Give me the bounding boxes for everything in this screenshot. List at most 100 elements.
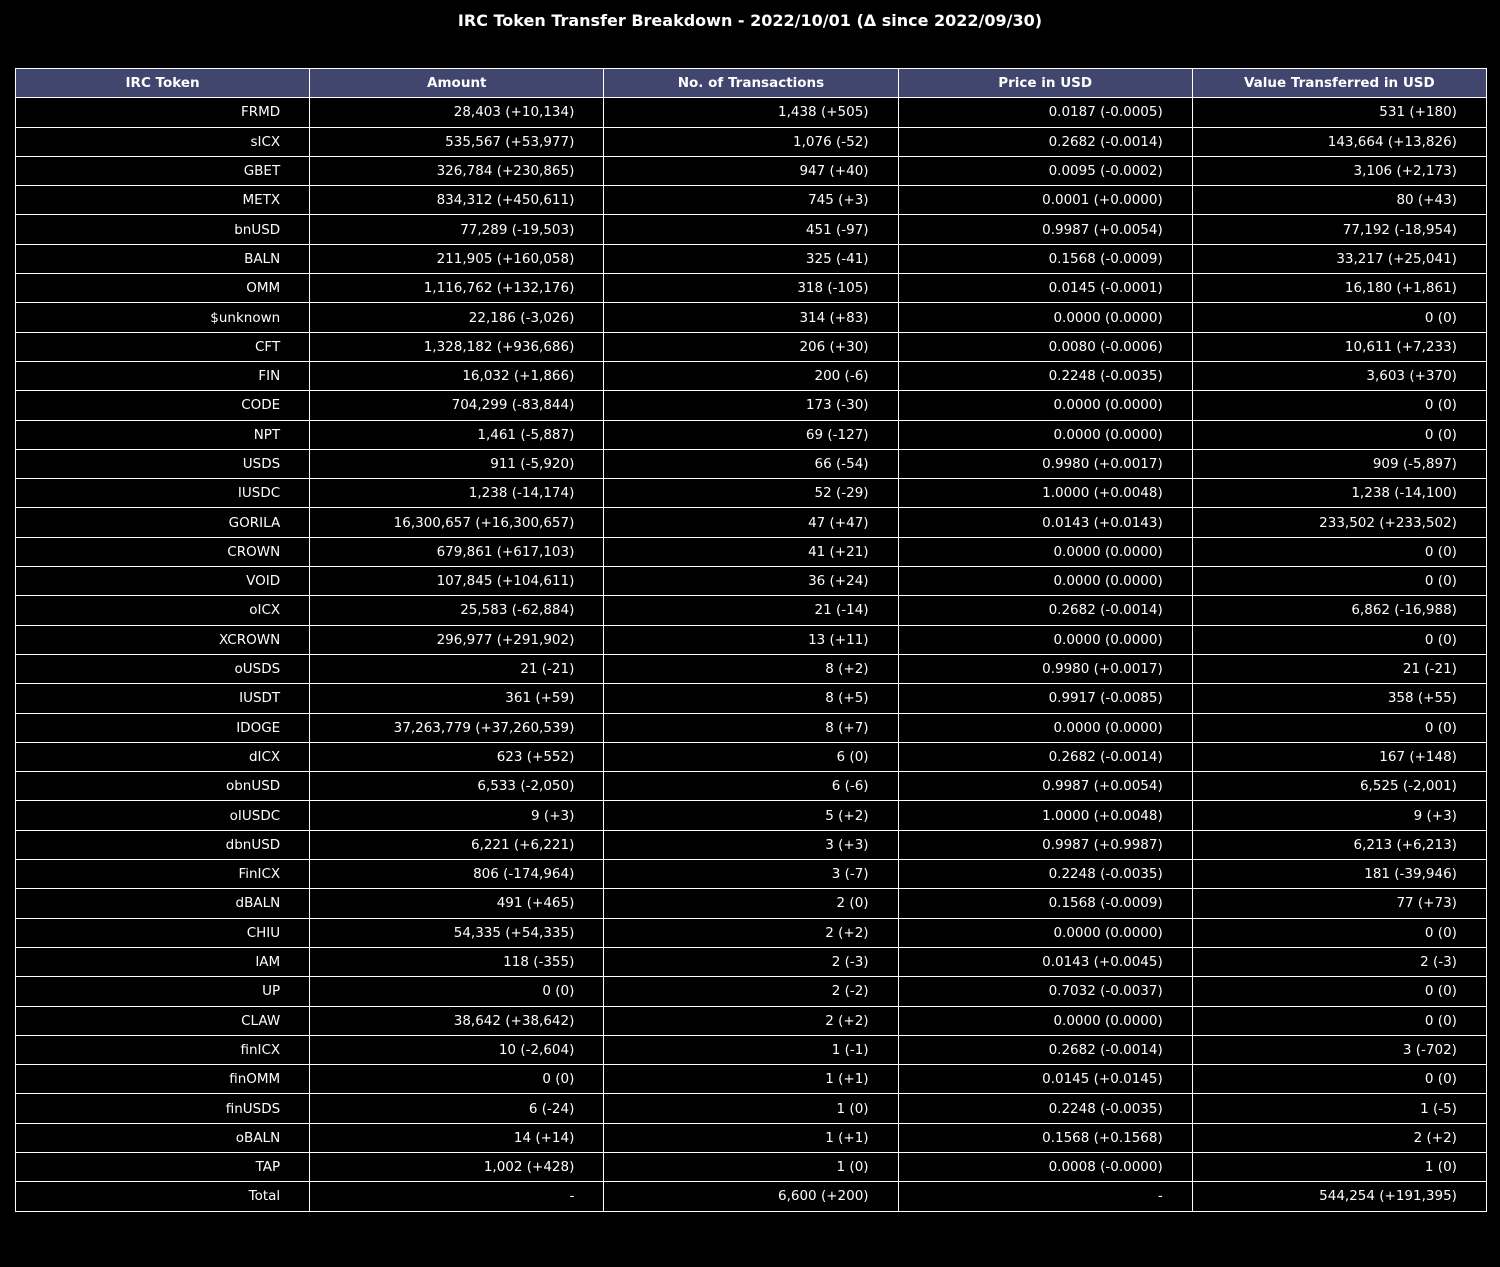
value-cell: 1,238 (-14,100)	[1191, 478, 1487, 509]
price-cell: 0.1568 (-0.0009)	[897, 243, 1193, 275]
transactions-cell: 52 (-29)	[603, 478, 899, 509]
table-row: dICX 623 (+552) 6 (0) 0.2682 (-0.0014) 167 (…	[14, 741, 1487, 773]
token-cell: CFT	[14, 331, 311, 362]
table-row: CHIU 54,335 (+54,335) 2 (+2) 0.0000 (0.0000…	[14, 917, 1487, 948]
token-cell: OMM	[14, 273, 311, 304]
amount-cell: 14 (+14)	[309, 1122, 605, 1153]
amount-cell: 54,335 (+54,335)	[309, 917, 605, 948]
token-cell: dbnUSD	[14, 829, 311, 861]
transactions-cell: 8 (+5)	[603, 683, 899, 714]
column-header-irc-token: IRC Token	[14, 67, 311, 99]
transactions-cell: 451 (-97)	[603, 214, 899, 245]
token-cell: VOID	[14, 566, 311, 597]
value-cell: 6,862 (-16,988)	[1191, 595, 1487, 626]
transactions-cell: 47 (+47)	[603, 507, 899, 538]
value-cell: 0 (0)	[1191, 536, 1487, 568]
transactions-cell: 325 (-41)	[603, 243, 899, 275]
amount-cell: 6 (-24)	[309, 1093, 605, 1124]
value-cell: 80 (+43)	[1191, 185, 1487, 216]
transactions-cell: 8 (+2)	[603, 653, 899, 685]
amount-cell: 16,300,657 (+16,300,657)	[309, 507, 605, 538]
transactions-cell: 13 (+11)	[603, 624, 899, 655]
transactions-cell: 200 (-6)	[603, 360, 899, 392]
transactions-cell: 69 (-127)	[603, 419, 899, 450]
price-cell: 0.9987 (+0.9987)	[897, 829, 1193, 861]
price-cell: 0.0143 (+0.0045)	[897, 946, 1193, 978]
price-cell: 0.9980 (+0.0017)	[897, 448, 1193, 480]
transactions-cell: 5 (+2)	[603, 800, 899, 831]
price-cell: 0.2248 (-0.0035)	[897, 360, 1193, 392]
amount-cell: 6,533 (-2,050)	[309, 771, 605, 802]
token-cell: CHIU	[14, 917, 311, 948]
amount-cell: 6,221 (+6,221)	[309, 829, 605, 861]
value-cell: 0 (0)	[1191, 419, 1487, 450]
value-cell: 9 (+3)	[1191, 800, 1487, 831]
transactions-cell: 1 (+1)	[603, 1064, 899, 1095]
table-row: oIUSDC 9 (+3) 5 (+2) 1.0000 (+0.0048) 9 (+3)	[14, 800, 1487, 831]
value-cell: 358 (+55)	[1191, 683, 1487, 714]
transactions-cell: 1 (0)	[603, 1093, 899, 1124]
token-cell: BALN	[14, 243, 311, 275]
token-cell: GORILA	[14, 507, 311, 538]
transactions-cell: 6 (0)	[603, 741, 899, 773]
value-cell: 6,525 (-2,001)	[1191, 771, 1487, 802]
table-row: bnUSD 77,289 (-19,503) 451 (-97) 0.9987 (+0…	[14, 214, 1487, 245]
token-cell: USDS	[14, 448, 311, 480]
token-cell: CLAW	[14, 1005, 311, 1036]
token-cell: FIN	[14, 360, 311, 392]
amount-cell: 535,567 (+53,977)	[309, 126, 605, 157]
price-cell: 0.0145 (+0.0145)	[897, 1064, 1193, 1095]
transactions-cell: 314 (+83)	[603, 302, 899, 333]
price-cell: 0.0000 (0.0000)	[897, 419, 1193, 450]
table-row: oBALN 14 (+14) 1 (+1) 0.1568 (+0.1568) 2 (+2…	[14, 1122, 1487, 1153]
price-cell: 1.0000 (+0.0048)	[897, 478, 1193, 509]
amount-cell: 704,299 (-83,844)	[309, 390, 605, 421]
amount-cell: 911 (-5,920)	[309, 448, 605, 480]
token-cell: obnUSD	[14, 771, 311, 802]
token-cell: FinICX	[14, 859, 311, 890]
table-row: Total -6,600 (+200) -544,254 (+191,395)	[14, 1181, 1487, 1212]
token-cell: sICX	[14, 126, 311, 157]
amount-cell: 1,461 (-5,887)	[309, 419, 605, 450]
token-cell: oICX	[14, 595, 311, 626]
value-cell: 2 (-3)	[1191, 946, 1487, 978]
price-cell: 0.0080 (-0.0006)	[897, 331, 1193, 362]
table-row: NPT 1,461 (-5,887) 69 (-127) 0.0000 (0.0000…	[14, 419, 1487, 450]
token-cell: TAP	[14, 1151, 311, 1183]
table-row: XCROWN 296,977 (+291,902) 13 (+11) 0.0000 (…	[14, 624, 1487, 655]
table-header-row: IRC Token Amount No. of Transactions Pri…	[14, 67, 1487, 99]
table-row: IUSDC 1,238 (-14,174) 52 (-29) 1.0000 (+0.0…	[14, 478, 1487, 509]
transactions-cell: 1,076 (-52)	[603, 126, 899, 157]
table-row: OMM 1,116,762 (+132,176) 318 (-105) 0.0145 …	[14, 273, 1487, 304]
token-cell: UP	[14, 976, 311, 1007]
value-cell: 33,217 (+25,041)	[1191, 243, 1487, 275]
token-cell: $unknown	[14, 302, 311, 333]
value-cell: 3,106 (+2,173)	[1191, 155, 1487, 187]
value-cell: 10,611 (+7,233)	[1191, 331, 1487, 362]
transactions-cell: 745 (+3)	[603, 185, 899, 216]
amount-cell: 326,784 (+230,865)	[309, 155, 605, 187]
value-cell: 233,502 (+233,502)	[1191, 507, 1487, 538]
amount-cell: 834,312 (+450,611)	[309, 185, 605, 216]
price-cell: 0.0000 (0.0000)	[897, 917, 1193, 948]
value-cell: 21 (-21)	[1191, 653, 1487, 685]
amount-cell: 1,328,182 (+936,686)	[309, 331, 605, 362]
price-cell: 0.2248 (-0.0035)	[897, 1093, 1193, 1124]
price-cell: 0.0000 (0.0000)	[897, 712, 1193, 743]
token-cell: dBALN	[14, 888, 311, 919]
table-row: $unknown 22,186 (-3,026) 314 (+83) 0.0000 (…	[14, 302, 1487, 333]
value-cell: 0 (0)	[1191, 1005, 1487, 1036]
value-cell: 6,213 (+6,213)	[1191, 829, 1487, 861]
transactions-cell: 21 (-14)	[603, 595, 899, 626]
transactions-cell: 206 (+30)	[603, 331, 899, 362]
token-cell: XCROWN	[14, 624, 311, 655]
table-row: FIN 16,032 (+1,866) 200 (-6) 0.2248 (-0.003…	[14, 360, 1487, 392]
value-cell: 0 (0)	[1191, 1064, 1487, 1095]
amount-cell: 107,845 (+104,611)	[309, 566, 605, 597]
price-cell: 0.0000 (0.0000)	[897, 536, 1193, 568]
amount-cell: 38,642 (+38,642)	[309, 1005, 605, 1036]
value-cell: 0 (0)	[1191, 390, 1487, 421]
table-row: IDOGE 37,263,779 (+37,260,539) 8 (+7) 0.000…	[14, 712, 1487, 743]
amount-cell: 361 (+59)	[309, 683, 605, 714]
value-cell: 1 (-5)	[1191, 1093, 1487, 1124]
